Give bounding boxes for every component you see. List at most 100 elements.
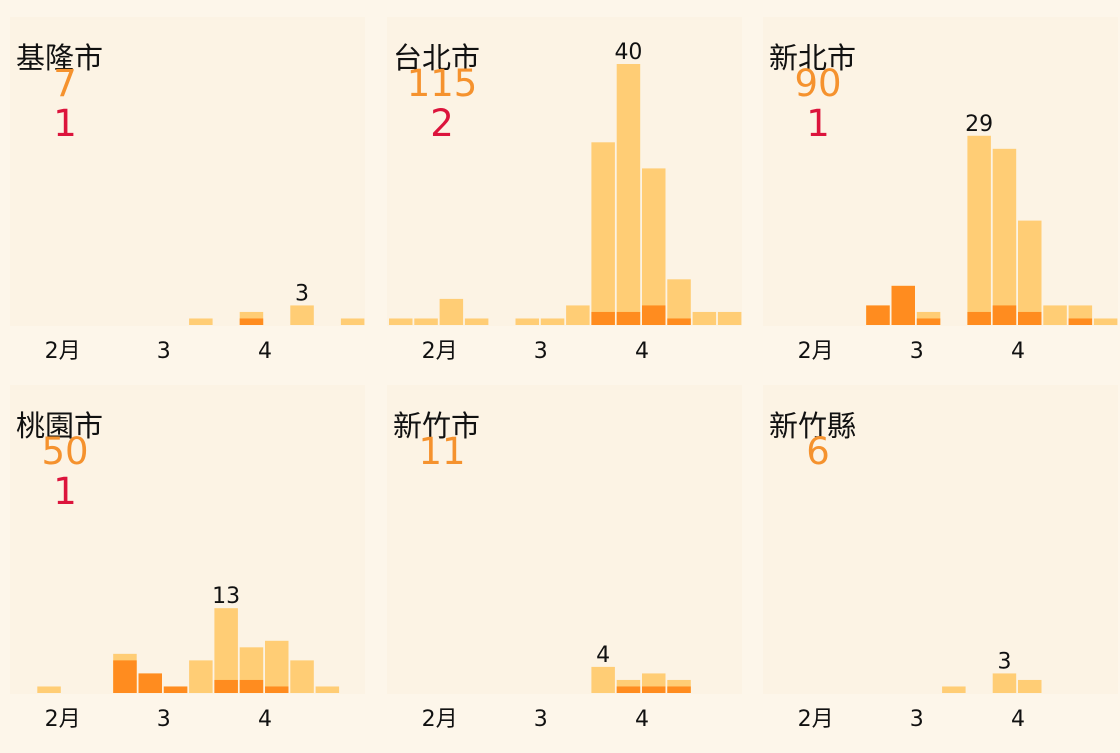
case-bar <box>942 686 966 693</box>
x-tick-label: 4 <box>1011 707 1025 732</box>
death-total: 1 <box>806 102 830 145</box>
case-bar <box>717 311 742 325</box>
case-bar <box>1018 679 1042 693</box>
x-tick-label: 2月 <box>798 707 834 732</box>
region-name: 新北市 <box>769 41 857 75</box>
x-tick-label: 4 <box>635 339 649 364</box>
panel-background <box>763 17 1118 326</box>
death-bar <box>239 679 264 693</box>
panel-background <box>10 385 365 694</box>
death-bar <box>163 686 188 693</box>
bar-chart: 4 2月 3 4 <box>422 643 691 732</box>
panel-background <box>10 17 365 326</box>
x-tick-label: 4 <box>1011 339 1025 364</box>
panel-background <box>763 385 1118 694</box>
case-bar <box>667 279 691 325</box>
death-bar <box>214 679 238 693</box>
case-bar <box>515 318 539 325</box>
case-bar <box>1043 305 1067 325</box>
case-bar <box>992 673 1017 693</box>
panel-background <box>387 385 742 694</box>
bar-chart: 13 2月 3 4 <box>37 584 340 732</box>
death-bar <box>1068 318 1093 325</box>
case-bar <box>414 318 438 325</box>
death-bar <box>667 686 691 693</box>
peak-value-label: 13 <box>212 584 240 609</box>
case-bar <box>591 666 615 693</box>
case-bar <box>566 305 590 325</box>
bar-chart: 29 2月 3 4 <box>798 112 1118 364</box>
case-total: 50 <box>41 430 89 473</box>
death-bar <box>591 311 615 325</box>
case-bar <box>189 318 213 325</box>
case-bar <box>214 608 238 693</box>
death-bar <box>992 305 1017 325</box>
case-bar <box>464 318 489 325</box>
case-bar <box>189 660 213 693</box>
death-bar <box>642 305 666 325</box>
x-tick-label: 3 <box>534 707 548 732</box>
case-bar <box>439 298 464 325</box>
x-tick-label: 3 <box>534 339 548 364</box>
death-bar <box>1018 311 1042 325</box>
x-tick-label: 2月 <box>422 707 458 732</box>
case-total: 6 <box>806 430 830 473</box>
case-bar <box>967 135 991 325</box>
x-tick-label: 4 <box>258 339 272 364</box>
death-bar <box>239 318 264 325</box>
death-bar <box>667 318 691 325</box>
case-bar <box>315 686 340 693</box>
chart-panel-hsinchu-county: 新竹縣 6 3 2月 3 4 <box>763 385 1118 753</box>
peak-value-label: 40 <box>614 40 642 65</box>
case-bar <box>290 660 314 693</box>
case-bar <box>1018 220 1042 325</box>
x-tick-label: 3 <box>910 339 924 364</box>
region-name: 新竹市 <box>393 409 481 443</box>
case-bar <box>290 305 314 325</box>
death-bar <box>113 660 137 693</box>
death-bar <box>866 305 890 325</box>
chart-panel-taipei: 台北市 115 2 40 2月 3 4 <box>387 17 742 385</box>
region-name: 台北市 <box>393 41 481 75</box>
case-bar <box>642 168 666 325</box>
death-bar <box>265 686 289 693</box>
bar-chart: 3 2月 3 4 <box>798 649 1042 732</box>
peak-value-label: 29 <box>965 112 993 137</box>
chart-panel-hsinchu-city: 新竹市 11 4 2月 3 4 <box>387 385 742 753</box>
region-name: 新竹縣 <box>769 409 857 443</box>
peak-value-label: 3 <box>997 649 1011 674</box>
case-bar <box>265 640 289 693</box>
case-total: 11 <box>418 430 466 473</box>
x-tick-label: 2月 <box>45 707 81 732</box>
case-bar <box>37 686 61 693</box>
case-bar <box>591 142 615 325</box>
panel-background <box>387 17 742 326</box>
x-tick-label: 4 <box>635 707 649 732</box>
peak-value-label: 4 <box>596 643 610 668</box>
death-total: 1 <box>53 470 77 513</box>
chart-panel-taoyuan: 桃園市 50 1 13 2月 3 4 <box>10 385 365 753</box>
death-bar <box>616 686 641 693</box>
death-bar <box>642 686 666 693</box>
case-bar <box>389 318 413 325</box>
chart-panel-new-taipei: 新北市 90 1 29 2月 3 4 <box>763 17 1118 385</box>
death-bar <box>616 311 641 325</box>
x-tick-label: 3 <box>157 339 171 364</box>
case-bar <box>692 311 717 325</box>
death-bar <box>916 318 941 325</box>
death-bar <box>138 673 162 693</box>
death-bar <box>967 311 991 325</box>
x-tick-label: 2月 <box>798 339 834 364</box>
death-total: 2 <box>430 102 454 145</box>
x-tick-label: 3 <box>910 707 924 732</box>
case-total: 7 <box>53 62 77 105</box>
chart-panel-keelung: 基隆市 7 1 3 2月 3 4 <box>10 17 365 385</box>
x-tick-label: 2月 <box>422 339 458 364</box>
bar-chart: 40 2月 3 4 <box>389 40 742 364</box>
x-tick-label: 3 <box>157 707 171 732</box>
death-total: 1 <box>53 102 77 145</box>
case-bar <box>340 318 365 325</box>
peak-value-label: 3 <box>295 281 309 306</box>
bar-chart: 3 2月 3 4 <box>45 281 365 364</box>
